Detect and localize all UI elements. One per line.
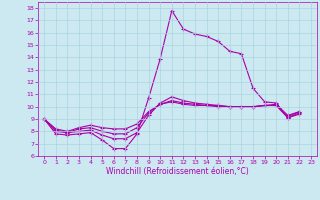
- X-axis label: Windchill (Refroidissement éolien,°C): Windchill (Refroidissement éolien,°C): [106, 167, 249, 176]
